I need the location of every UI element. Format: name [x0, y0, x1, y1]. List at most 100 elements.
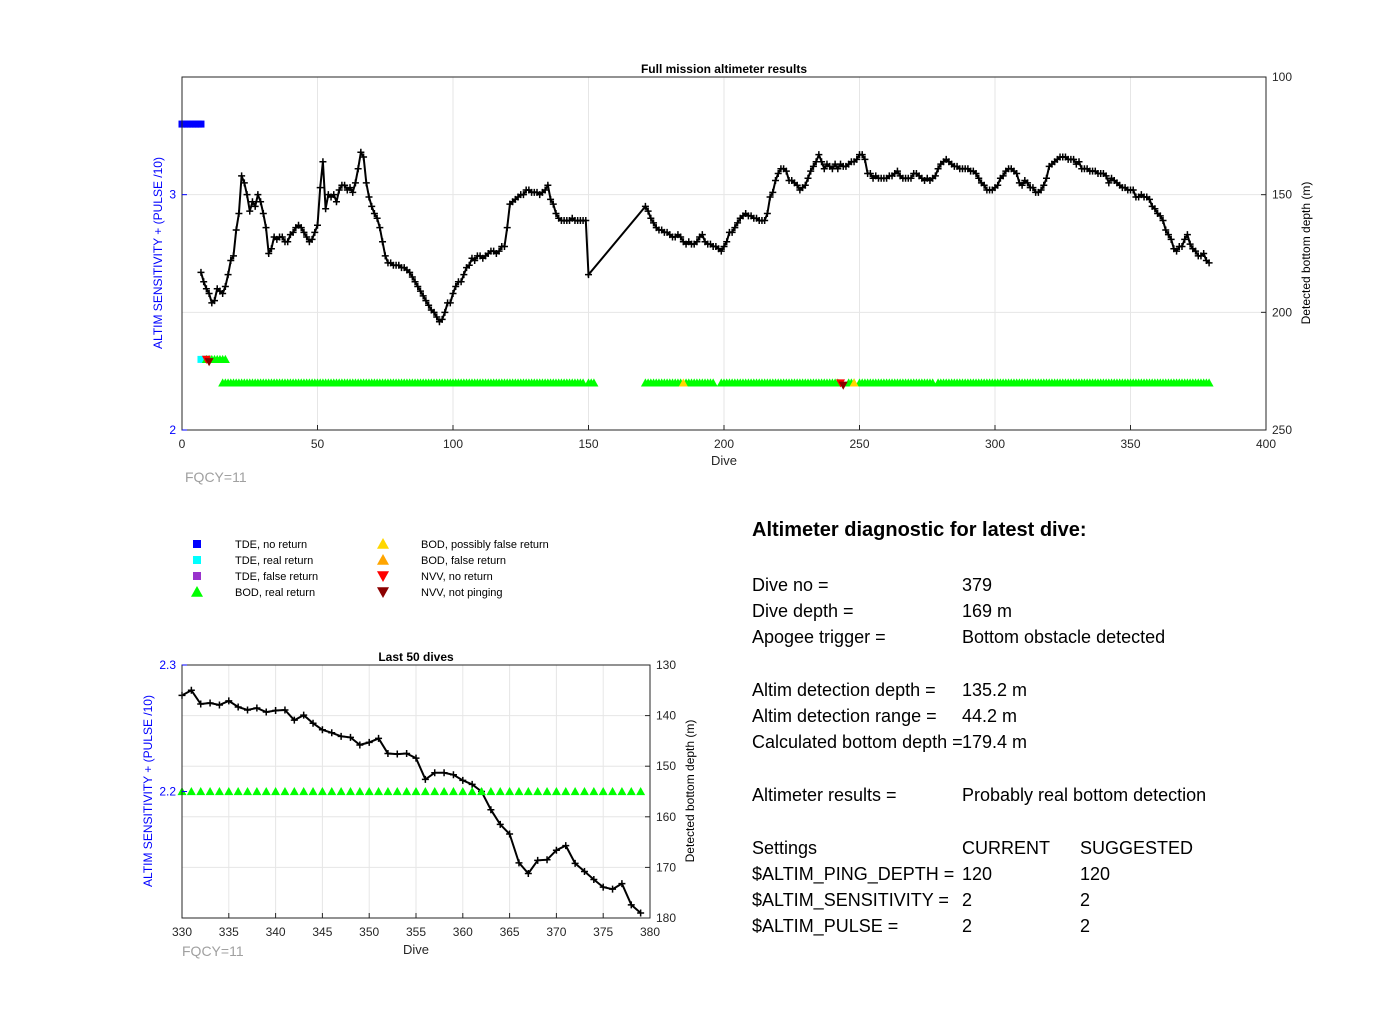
depth-point — [375, 734, 383, 742]
depth-point — [433, 313, 441, 321]
legend-label: TDE, false return — [235, 571, 318, 583]
legend-marker — [193, 556, 201, 564]
dive-no-label: Dive no = — [752, 575, 829, 595]
depth-point — [934, 165, 942, 173]
depth-point — [893, 167, 901, 175]
depth-point — [1024, 179, 1032, 187]
depth-point — [408, 273, 416, 281]
depth-point — [446, 299, 454, 307]
depth-point — [801, 181, 809, 189]
setting-suggested: 2 — [1080, 890, 1091, 910]
depth-point — [771, 177, 779, 185]
setting-name: $ALTIM_PING_DEPTH = — [752, 864, 955, 884]
setting-name: $ALTIM_PULSE = — [752, 916, 899, 936]
depth-point — [346, 733, 354, 741]
marker-point — [308, 787, 318, 796]
depth-point — [243, 191, 251, 199]
depth-point — [650, 219, 658, 227]
depth-point — [728, 228, 736, 236]
depth-point — [379, 238, 387, 246]
depth-point — [793, 181, 801, 189]
depth-point — [211, 297, 219, 305]
current-header: CURRENT — [962, 838, 1050, 858]
legend-label: NVV, no return — [421, 571, 493, 583]
y-right-tick-label: 170 — [656, 860, 676, 874]
depth-point — [332, 198, 340, 206]
depth-point — [503, 224, 511, 232]
marker-point — [317, 787, 327, 796]
depth-point — [677, 233, 685, 241]
marker-point — [589, 787, 599, 796]
depth-point — [1164, 231, 1172, 239]
marker-point — [636, 787, 646, 796]
depth-point — [200, 278, 208, 286]
setting-name: $ALTIM_SENSITIVITY = — [752, 890, 949, 910]
marker-point — [214, 787, 224, 796]
depth-point — [866, 169, 874, 177]
depth-point — [763, 209, 771, 217]
marker-point — [626, 787, 636, 796]
marker-point — [289, 787, 299, 796]
x-tick-label: 400 — [1256, 437, 1276, 451]
y-left-tick-label: 2 — [169, 423, 176, 437]
depth-point — [281, 706, 289, 714]
depth-point — [309, 719, 317, 727]
depth-point — [1159, 217, 1167, 225]
depth-point — [1042, 174, 1050, 182]
calculated-depth-value: 179.4 m — [962, 732, 1028, 752]
bottom-ylabel-right: Detected bottom depth (m) — [683, 720, 697, 863]
depth-point — [1162, 226, 1170, 234]
marker-point — [838, 381, 848, 390]
depth-point — [254, 191, 262, 199]
x-tick-label: 100 — [443, 437, 463, 451]
depth-point — [500, 242, 508, 250]
depth-point — [1102, 172, 1110, 180]
depth-point — [1129, 186, 1137, 194]
legend-marker — [377, 571, 389, 582]
depth-point — [205, 290, 213, 298]
depth-point — [330, 191, 338, 199]
depth-point — [496, 820, 504, 828]
x-tick-label: 335 — [219, 925, 239, 939]
depth-point — [272, 707, 280, 715]
x-tick-label: 375 — [593, 925, 613, 939]
depth-point — [1192, 247, 1200, 255]
marker-point — [327, 787, 337, 796]
x-tick-label: 345 — [312, 925, 332, 939]
x-tick-label: 0 — [179, 437, 186, 451]
x-tick-label: 355 — [406, 925, 426, 939]
depth-point — [807, 167, 815, 175]
legend-label: NVV, not pinging — [421, 587, 503, 599]
depth-point — [1156, 212, 1164, 220]
depth-point — [552, 846, 560, 854]
depth-point — [253, 704, 261, 712]
depth-point — [430, 308, 438, 316]
depth-point — [1186, 240, 1194, 248]
marker-point — [204, 358, 214, 367]
marker-point — [617, 787, 627, 796]
depth-point — [994, 181, 1002, 189]
depth-point — [1200, 250, 1208, 257]
depth-point — [290, 716, 298, 724]
y-right-tick-label: 150 — [656, 759, 676, 773]
depth-point — [647, 214, 655, 222]
last-50-dives-chart: Last 50 dives 330 335 340 345 350 355 360 365 37… — [141, 650, 697, 959]
y-right-tick-label: 160 — [656, 810, 676, 824]
y-right-tick-label: 150 — [1272, 188, 1292, 202]
y-left-tick-label: 2.3 — [159, 658, 176, 672]
depth-point — [487, 806, 495, 814]
depth-point — [562, 842, 570, 850]
depth-point — [244, 706, 252, 714]
depth-point — [303, 233, 311, 241]
depth-point — [406, 268, 414, 276]
depth-point — [641, 202, 649, 210]
depth-point — [393, 750, 401, 758]
depth-point — [804, 174, 812, 182]
depth-point — [590, 876, 598, 884]
setting-current: 2 — [962, 890, 973, 910]
full-mission-chart: Full mission altimeter results 0 50 100 150… — [151, 62, 1313, 485]
depth-point — [544, 181, 552, 189]
depth-point — [1075, 158, 1083, 166]
depth-point — [431, 769, 439, 777]
marker-point — [448, 787, 458, 796]
